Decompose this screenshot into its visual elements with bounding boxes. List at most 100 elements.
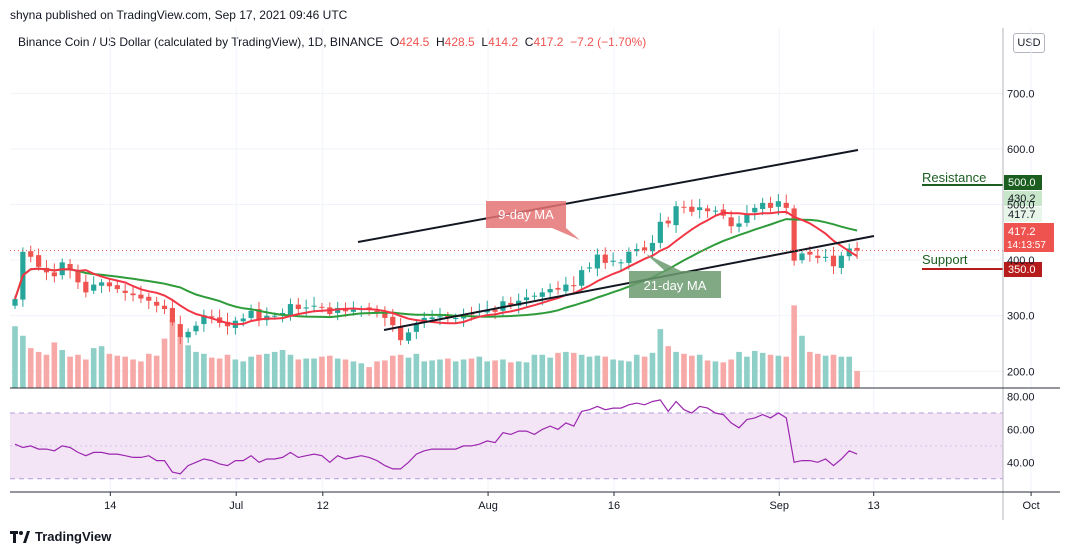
volume-bar (208, 357, 215, 388)
candle-body (374, 310, 380, 313)
candle-body (201, 315, 207, 325)
volume-bar (570, 352, 577, 388)
volume-bar (303, 358, 309, 388)
candle-body (618, 262, 624, 264)
candle-body (728, 217, 734, 227)
volume-bar (854, 370, 860, 388)
time-tick-label: Oct (1023, 500, 1040, 512)
candle-body (752, 207, 758, 213)
volume-bar (649, 352, 656, 388)
volume-bar (90, 348, 97, 388)
volume-bar (822, 355, 829, 388)
candle-body (657, 221, 663, 243)
rsi-tick-label: 40.00 (1007, 457, 1035, 469)
candle-body (704, 208, 711, 212)
volume-bar (751, 350, 758, 388)
volume-bar (476, 356, 483, 388)
volume-bar (445, 358, 451, 388)
volume-bar (279, 350, 286, 388)
volume-bar (389, 355, 396, 388)
candle-body (177, 324, 183, 337)
candle-body (335, 307, 341, 313)
volume-bar (397, 354, 404, 388)
volume-bar (327, 355, 333, 388)
volume-bar (610, 359, 616, 388)
footer-brand: TradingView (10, 529, 111, 544)
volume-bar (421, 361, 428, 388)
time-tick-label: 13 (868, 500, 880, 512)
candle-body (311, 305, 317, 307)
price-tick-label: 600.0 (1007, 144, 1035, 156)
candle-body (586, 267, 593, 269)
volume-bar (334, 358, 341, 388)
channel-upper-line (357, 149, 859, 243)
volume-bar (311, 358, 317, 388)
candle-body (799, 253, 805, 261)
candle-body (350, 309, 357, 312)
volume-bar (67, 356, 73, 388)
volume-bar (271, 351, 278, 388)
candle-body (815, 255, 821, 258)
currency-button[interactable]: USD (1013, 33, 1045, 53)
ma21-callout-box (629, 254, 721, 298)
candle-body (272, 315, 278, 317)
rsi-tick-label: 60.00 (1007, 424, 1035, 436)
volume-bar (350, 361, 357, 388)
candle-body (854, 247, 860, 251)
candle-body (508, 302, 514, 306)
volume-bar (374, 361, 380, 388)
candle-body (523, 297, 530, 301)
volume-bar (594, 355, 601, 388)
candle-body (303, 307, 309, 309)
candle-body (807, 251, 813, 255)
candle-body (830, 255, 837, 267)
volume-bar (43, 354, 50, 388)
volume-bar (413, 353, 420, 388)
volume-bar (838, 356, 845, 388)
volume-bar (468, 358, 475, 388)
price-tick-label: 500.0 (1007, 200, 1035, 212)
candle-body (413, 324, 419, 332)
volume-bar (138, 361, 144, 388)
candle-body (429, 317, 435, 320)
volume-bar (295, 359, 302, 388)
volume-bar (578, 354, 585, 388)
ma21-label: 21-day MA (644, 278, 707, 293)
volume-bar (791, 305, 797, 388)
candle-body (248, 310, 254, 318)
volume-bar (366, 367, 372, 388)
resistance-price-tag (1004, 175, 1042, 190)
ma21-callout: 21-day MA (629, 254, 721, 298)
candle-body (12, 299, 18, 306)
volume-bar (539, 354, 546, 388)
volume-bar (382, 360, 388, 388)
volume-bar (492, 360, 498, 388)
volume-bar (193, 351, 199, 388)
symbol-name: Binance Coin / US Dollar (calculated by … (18, 35, 384, 49)
candle-body (405, 332, 412, 341)
volume-bar (728, 359, 734, 388)
volume-bar (122, 356, 128, 388)
volume-bar (555, 352, 561, 388)
candle-body (783, 202, 789, 208)
volume-bar (114, 355, 121, 388)
volume-bar (145, 353, 152, 388)
candle-body (634, 249, 640, 252)
candle-body (437, 316, 443, 318)
volume-bar (846, 356, 853, 388)
resistance-label: Resistance (922, 170, 986, 185)
volume-bar (626, 361, 632, 388)
volume-bar (602, 356, 609, 388)
volume-bar (106, 353, 113, 388)
candle-body (67, 264, 73, 271)
candle-body (547, 289, 553, 293)
volume-bar (405, 357, 412, 388)
volume-bar (452, 361, 459, 388)
volume-bar (153, 355, 160, 388)
candle-body (453, 317, 459, 320)
candle-body (295, 304, 301, 310)
volume-bar (240, 361, 247, 388)
volume-bar (704, 360, 711, 388)
volume-bar (736, 351, 742, 388)
